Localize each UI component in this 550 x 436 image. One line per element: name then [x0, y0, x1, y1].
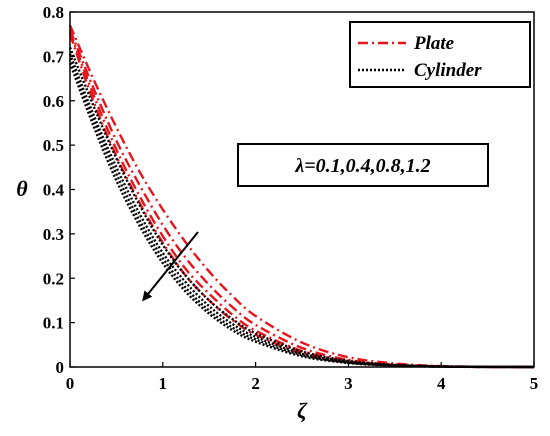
- legend-box: [349, 21, 531, 88]
- y-tick-label: 0.1: [43, 314, 64, 333]
- annotation-box: [237, 143, 489, 187]
- series-line-cylinder-7: [68, 62, 535, 369]
- y-tick-label: 0.4: [43, 181, 65, 200]
- y-tick-label: 0.6: [43, 92, 64, 111]
- y-axis-label: θ: [16, 176, 28, 201]
- y-tick-label: 0: [56, 358, 65, 377]
- y-tick-label: 0.2: [43, 269, 64, 288]
- trend-arrow: [142, 231, 199, 302]
- annotation-text: λ=0.1,0.4,0.8,1.2: [294, 155, 430, 177]
- legend-label-cylinder: Cylinder: [414, 60, 482, 81]
- x-tick-label: 1: [159, 374, 168, 393]
- legend: Plate Cylinder: [349, 21, 531, 88]
- y-tick-label: 0.8: [43, 3, 64, 22]
- series-line-plate-0: [68, 24, 535, 369]
- series-line-plate-1: [68, 29, 535, 369]
- y-tick-label: 0.7: [43, 47, 65, 66]
- x-tick-label: 5: [530, 374, 539, 393]
- x-tick-label: 0: [66, 374, 75, 393]
- x-tick-label: 2: [251, 374, 260, 393]
- x-axis-label: ζ: [297, 398, 308, 423]
- y-axis-ticks: 0 0.1 0.2 0.3 0.4 0.5 0.6 0.7 0.8: [43, 3, 75, 377]
- legend-label-plate: Plate: [413, 33, 455, 54]
- y-tick-label: 0.5: [43, 136, 64, 155]
- annotation: λ=0.1,0.4,0.8,1.2: [237, 143, 489, 187]
- x-axis-ticks: 0 1 2 3 4 5: [66, 362, 539, 393]
- x-tick-label: 3: [344, 374, 353, 393]
- y-tick-label: 0.3: [43, 225, 64, 244]
- x-tick-label: 4: [437, 374, 446, 393]
